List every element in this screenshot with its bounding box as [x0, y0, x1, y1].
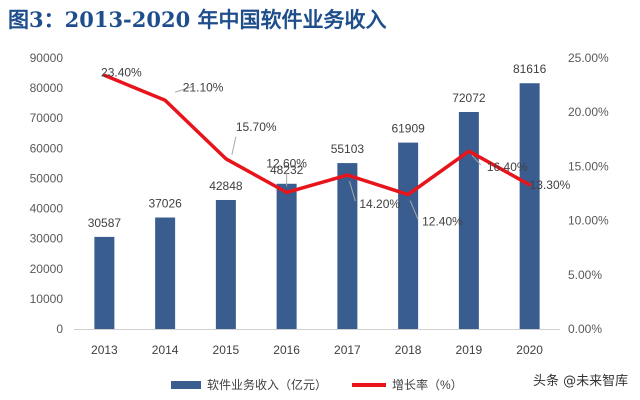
right-axis-tick-label: 25.00% — [568, 51, 609, 65]
legend-bar-label: 软件业务收入（亿元） — [207, 377, 327, 392]
bar-value-label: 48232 — [270, 163, 304, 177]
right-axis-tick-label: 10.00% — [568, 214, 609, 228]
line-value-label: 14.20% — [359, 197, 400, 211]
x-axis-tick-label: 2014 — [152, 343, 179, 357]
left-axis-tick-label: 20000 — [30, 262, 64, 276]
line-value-label: 15.70% — [236, 120, 277, 134]
bar — [94, 236, 115, 329]
left-axis-tick-label: 70000 — [30, 111, 64, 125]
growth-rate-point — [528, 183, 532, 187]
left-axis-tick-label: 80000 — [30, 81, 64, 95]
line-value-label: 13.30% — [530, 178, 571, 192]
right-axis-tick-label: 0.00% — [568, 322, 602, 336]
line-label-leader — [231, 136, 237, 155]
bar — [155, 217, 176, 329]
legend-bar-swatch — [171, 381, 201, 389]
x-axis-tick-label: 2013 — [91, 343, 118, 357]
bar — [337, 163, 358, 329]
growth-rate-point — [467, 149, 471, 153]
left-axis-tick-label: 40000 — [30, 202, 64, 216]
growth-rate-point — [345, 173, 349, 177]
left-axis-tick-label: 10000 — [30, 292, 64, 306]
bar-value-label: 72072 — [452, 91, 486, 105]
bar — [276, 183, 297, 329]
line-value-label: 23.40% — [101, 65, 142, 79]
right-axis-tick-label: 15.00% — [568, 159, 609, 173]
line-label-leader — [471, 154, 482, 166]
bar — [398, 142, 419, 329]
bar — [519, 83, 540, 330]
growth-rate-point — [406, 193, 410, 197]
line-label-leader — [174, 85, 194, 93]
left-axis-tick-label: 30000 — [30, 232, 64, 246]
left-axis-tick-label: 60000 — [30, 141, 64, 155]
bar — [215, 199, 236, 329]
line-label-leader — [409, 200, 419, 220]
x-axis-tick-label: 2019 — [456, 343, 483, 357]
x-axis-tick-label: 2018 — [395, 343, 422, 357]
right-axis-tick-label: 5.00% — [568, 268, 602, 282]
x-axis-tick-label: 2017 — [334, 343, 361, 357]
left-axis-tick-label: 90000 — [30, 51, 64, 65]
bar — [458, 111, 479, 329]
bar-value-label: 61909 — [391, 122, 425, 136]
bar-value-label: 37026 — [148, 197, 182, 211]
line-label-leader — [348, 180, 356, 202]
left-axis-tick-label: 0 — [56, 322, 63, 336]
line-value-label: 12.40% — [422, 215, 463, 229]
line-value-label: 12.60% — [266, 156, 307, 170]
right-axis-tick-label: 20.00% — [568, 105, 609, 119]
chart-title: 图3：2013-2020 年中国软件业务收入 — [8, 7, 387, 32]
bar-value-label: 81616 — [513, 62, 547, 76]
growth-rate-line — [103, 73, 531, 197]
growth-rate-point — [285, 190, 289, 194]
watermark: 头条 @未来智库 — [533, 374, 629, 389]
bar-value-label: 30587 — [88, 216, 122, 230]
bar-value-label: 42848 — [209, 179, 243, 193]
x-axis-tick-label: 2016 — [273, 343, 300, 357]
left-axis-tick-label: 50000 — [30, 171, 64, 185]
growth-rate-point — [224, 157, 228, 161]
growth-rate-point — [102, 73, 106, 77]
x-axis-tick-label: 2015 — [213, 343, 240, 357]
growth-rate-point — [163, 98, 167, 102]
x-axis-tick-label: 2020 — [516, 343, 543, 357]
legend-line-label: 增长率（%） — [392, 377, 463, 392]
bar-value-label: 55103 — [331, 142, 365, 156]
line-value-label: 21.10% — [183, 80, 224, 94]
line-value-label: 16.40% — [487, 160, 528, 174]
